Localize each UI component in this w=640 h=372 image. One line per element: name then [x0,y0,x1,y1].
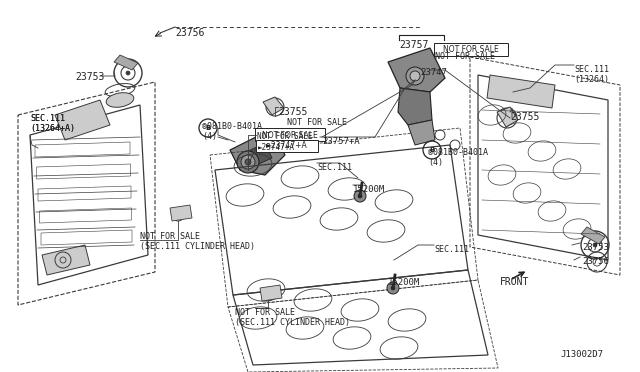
Text: NOT FOR SALE: NOT FOR SALE [435,52,495,61]
Ellipse shape [410,71,420,81]
Ellipse shape [106,93,134,107]
Circle shape [593,243,597,247]
Text: NOT FOR SALE: NOT FOR SALE [287,118,347,127]
Circle shape [358,194,362,198]
Circle shape [387,282,399,294]
Text: 23757+A: 23757+A [322,137,360,146]
Text: 23757: 23757 [399,40,428,50]
Polygon shape [114,55,138,70]
Text: 15200M: 15200M [353,185,385,194]
Circle shape [391,286,395,290]
Ellipse shape [241,155,255,169]
Text: ►23747+A: ►23747+A [266,141,308,151]
Ellipse shape [237,151,259,173]
Text: NOT FOR SALE
(SEC.111 CYLINDER HEAD): NOT FOR SALE (SEC.111 CYLINDER HEAD) [235,308,350,327]
Polygon shape [240,143,272,168]
Text: SEC.111: SEC.111 [434,245,469,254]
Text: SEC.111
(13264): SEC.111 (13264) [574,65,609,84]
Polygon shape [263,97,284,115]
Polygon shape [408,120,435,145]
Text: 23756: 23756 [582,257,609,266]
Text: NOT FOR SALE: NOT FOR SALE [257,132,312,141]
Polygon shape [170,205,192,221]
Text: SEC.111
(13264+A): SEC.111 (13264+A) [30,114,75,134]
Text: FRONT: FRONT [500,277,529,287]
Polygon shape [398,88,432,125]
FancyBboxPatch shape [255,128,325,141]
FancyBboxPatch shape [434,43,508,56]
Text: ®081B0-B401A
(4): ®081B0-B401A (4) [428,148,488,167]
Text: 23755: 23755 [278,107,307,117]
Text: ®081B0-B401A
(4): ®081B0-B401A (4) [202,122,262,141]
Text: 15200M: 15200M [388,278,420,287]
Text: 23755: 23755 [510,112,540,122]
Polygon shape [55,100,110,140]
Circle shape [354,190,366,202]
Text: SEC.111
(13264+A): SEC.111 (13264+A) [30,114,75,134]
FancyBboxPatch shape [256,140,318,152]
Text: B: B [205,125,211,131]
Polygon shape [487,75,555,108]
Text: ►23747+A: ►23747+A [258,143,295,152]
Text: NOT FOR SALE
(SEC.111 CYLINDER HEAD): NOT FOR SALE (SEC.111 CYLINDER HEAD) [140,232,255,251]
Text: 23756: 23756 [175,28,204,38]
Ellipse shape [245,159,251,165]
Polygon shape [230,130,285,175]
Text: 23747: 23747 [420,68,447,77]
Polygon shape [497,107,518,127]
Polygon shape [260,285,282,301]
Polygon shape [388,48,445,92]
Text: 23753: 23753 [582,243,609,252]
Text: B: B [429,147,435,153]
Polygon shape [581,227,605,244]
Text: NOT FOR SALE: NOT FOR SALE [262,131,318,140]
Text: SEC.111: SEC.111 [317,163,352,172]
Text: NOT FOR SALE: NOT FOR SALE [443,45,499,55]
Polygon shape [42,245,90,275]
Text: 23753: 23753 [75,72,104,82]
Ellipse shape [406,67,424,85]
Circle shape [126,71,130,75]
Text: J13002D7: J13002D7 [560,350,603,359]
